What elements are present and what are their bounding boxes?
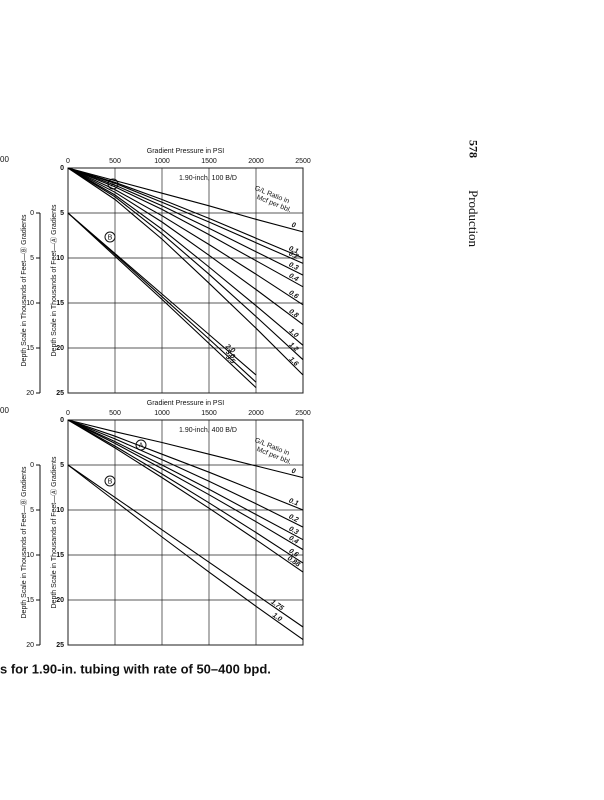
curve xyxy=(67,212,257,389)
x-axis-title: Gradient Pressure in PSI xyxy=(147,400,224,407)
annotation: B xyxy=(108,234,113,241)
y2-tick-label: 20 xyxy=(26,390,34,397)
x-tick-label: 500 xyxy=(109,158,121,165)
x-tick-label: 1500 xyxy=(201,158,217,165)
curve-label: 0.2 xyxy=(288,250,300,260)
y-tick-label: 10 xyxy=(56,507,64,514)
curve xyxy=(67,419,304,551)
curve-label: 0 xyxy=(291,222,297,230)
subtitle: 1.90-inch, 100 B/D xyxy=(179,175,237,182)
x-tick-label: 1000 xyxy=(154,410,170,417)
x-tick-label: 1000 xyxy=(154,158,170,165)
x-tick-label: 0 xyxy=(66,158,70,165)
x-tick-label: 2000 xyxy=(248,410,264,417)
curve-label: 1.0 xyxy=(287,328,299,340)
curve-label: 1.75 xyxy=(269,599,284,613)
y-tick-label: 5 xyxy=(60,210,64,217)
curve xyxy=(67,464,304,641)
curve-label: 0.6 xyxy=(287,289,299,300)
curve-label: 0.8 xyxy=(287,308,299,319)
y-axis-title: Depth Scale in Thousands of Feet—Ⓐ Gradi… xyxy=(50,456,58,609)
y-axis-title: Depth Scale in Thousands of Feet—Ⓐ Gradi… xyxy=(50,204,58,357)
y2-tick-label: 15 xyxy=(26,345,34,352)
y-tick-label: 5 xyxy=(60,462,64,469)
curve xyxy=(67,167,304,326)
y2-tick-label: 20 xyxy=(26,642,34,649)
curve-label: 1.6 xyxy=(287,356,299,368)
y2-tick-label: 5 xyxy=(30,507,34,514)
edge-label: 00 xyxy=(0,155,9,164)
curve-label: 0.4 xyxy=(287,272,299,283)
curve xyxy=(67,167,304,264)
annotation-circle xyxy=(104,475,116,487)
curve xyxy=(67,167,304,361)
annotation: B xyxy=(108,478,113,485)
y-tick-label: 25 xyxy=(56,390,64,397)
running-head: Production xyxy=(466,190,481,248)
y-tick-label: 15 xyxy=(56,552,64,559)
x-tick-label: 1500 xyxy=(201,410,217,417)
curve-label: 0.2 xyxy=(288,513,300,524)
curve xyxy=(67,212,257,376)
x-tick-label: 2500 xyxy=(295,410,311,417)
curve xyxy=(67,167,304,346)
y-tick-label: 20 xyxy=(56,597,64,604)
curve-label: 0.1 xyxy=(288,497,300,507)
page-number: 578 xyxy=(466,140,480,158)
x-axis-title: Gradient Pressure in PSI xyxy=(147,148,224,155)
x-tick-label: 2500 xyxy=(295,158,311,165)
curve xyxy=(67,167,304,276)
curve-label: 0.3 xyxy=(287,526,299,537)
curve xyxy=(67,167,304,306)
x-tick-label: 500 xyxy=(109,410,121,417)
annotation-circle xyxy=(104,231,116,243)
curve xyxy=(67,167,304,233)
y2-tick-label: 0 xyxy=(30,462,34,469)
curve-label: 0.88 xyxy=(286,555,301,569)
curve xyxy=(67,167,304,259)
curve-label: 0.4 xyxy=(287,535,299,546)
y2-tick-label: 10 xyxy=(26,300,34,307)
caption: s for 1.90-in. tubing with rate of 50–40… xyxy=(0,661,271,676)
curve xyxy=(67,419,304,573)
y2-axis-title: Depth Scale in Thousands of Feet—Ⓑ Gradi… xyxy=(20,214,28,367)
curve-label: 1.2 xyxy=(287,341,299,353)
y-tick-label: 15 xyxy=(56,300,64,307)
subtitle: 1.90-inch, 400 B/D xyxy=(179,427,237,434)
y-tick-label: 0 xyxy=(60,417,64,424)
curve-label: 1.0 xyxy=(271,612,283,623)
y2-axis-title: Depth Scale in Thousands of Feet—Ⓑ Gradi… xyxy=(20,466,28,619)
curve-label: 3.5 xyxy=(224,354,236,366)
curve-label: 0.1 xyxy=(288,245,300,255)
y2-tick-label: 15 xyxy=(26,597,34,604)
x-tick-label: 0 xyxy=(66,410,70,417)
curve xyxy=(67,419,304,511)
curve xyxy=(67,419,304,541)
x-tick-label: 2000 xyxy=(248,158,264,165)
curve xyxy=(67,464,304,628)
edge-label: 00 xyxy=(0,406,9,415)
y2-tick-label: 10 xyxy=(26,552,34,559)
y2-tick-label: 0 xyxy=(30,210,34,217)
curve-label: 0.3 xyxy=(288,261,300,272)
curve xyxy=(67,419,304,564)
y-tick-label: 20 xyxy=(56,345,64,352)
curve-label: 0 xyxy=(291,468,297,476)
curve xyxy=(67,419,304,528)
curve xyxy=(67,167,304,288)
y-tick-label: 10 xyxy=(56,255,64,262)
y-tick-label: 25 xyxy=(56,642,64,649)
curve-label: 0.6 xyxy=(287,548,299,559)
curve-label: 3.0 xyxy=(224,349,236,361)
y-tick-label: 0 xyxy=(60,165,64,172)
curve xyxy=(67,167,304,376)
y2-tick-label: 5 xyxy=(30,255,34,262)
curve xyxy=(67,419,304,479)
